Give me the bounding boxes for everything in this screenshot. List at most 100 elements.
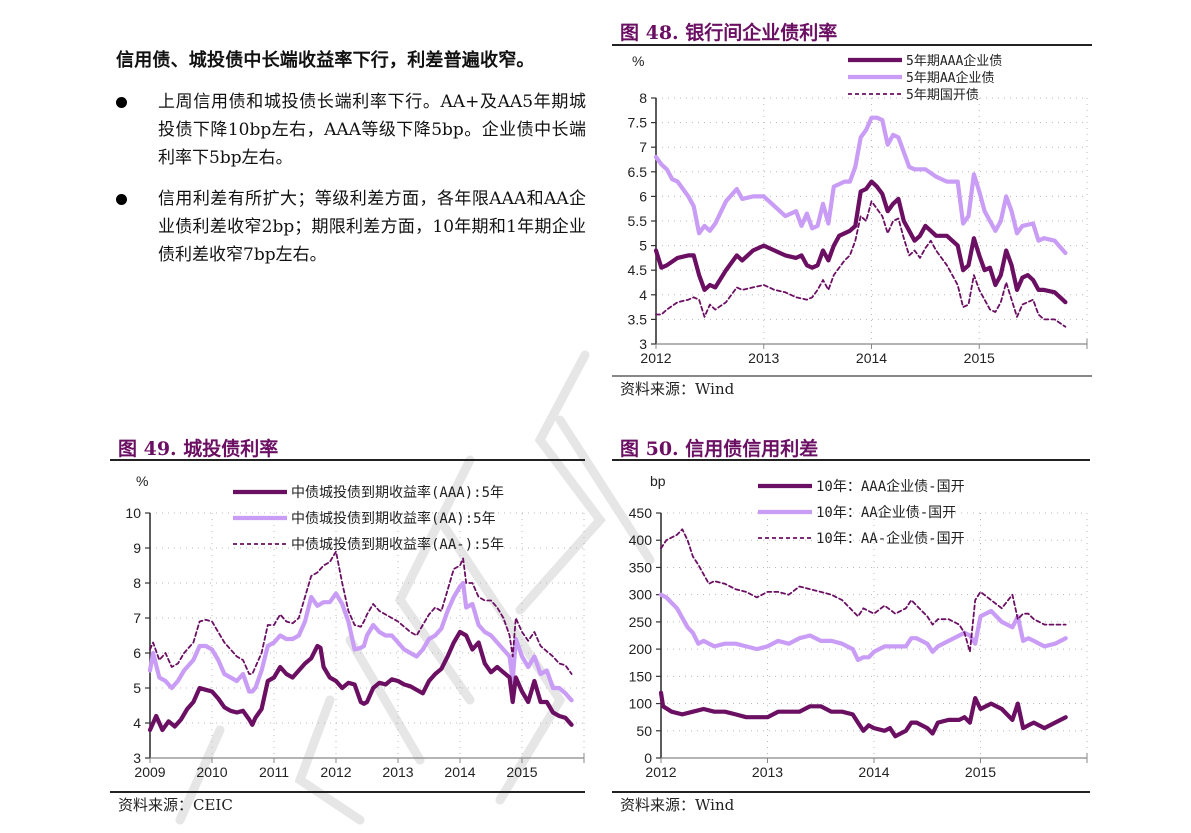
legend-label: 中债城投债到期收益率(AA-):5年 xyxy=(291,536,504,553)
x-tick-label: 2014 xyxy=(444,764,475,780)
series-line xyxy=(147,629,574,733)
x-tick-label: 2011 xyxy=(259,764,289,780)
series-line xyxy=(658,592,1068,663)
y-tick-label: 400 xyxy=(629,532,653,548)
legend-label: 5年期AA企业债 xyxy=(906,70,994,86)
y-tick-label: 7 xyxy=(639,139,647,155)
axes: 3 4 5 6 7 8 9 10 2009 2010 2011 2012 2013 2014 2015% xyxy=(125,473,585,780)
legend-label: 中债城投债到期收益率(AAA):5年 xyxy=(291,484,504,501)
figure-49-title: 图 49. 城投债利率 xyxy=(118,434,278,461)
gridlines xyxy=(150,512,585,758)
figure-title-text: 信用债信用利差 xyxy=(685,438,819,460)
y-tick-label: 4 xyxy=(133,715,141,731)
y-tick-label: 200 xyxy=(629,641,653,657)
y-tick-label: 5.5 xyxy=(628,213,648,229)
figure-title-rule xyxy=(612,44,1092,46)
figure-label: 图 48. xyxy=(620,22,679,44)
y-tick-label: 7.5 xyxy=(628,115,648,131)
x-tick-label: 2013 xyxy=(748,350,779,366)
y-tick-label: 350 xyxy=(629,559,653,575)
y-tick-label: 9 xyxy=(133,540,141,556)
figure-50-source: 资料来源：Wind xyxy=(620,796,735,814)
y-tick-label: 100 xyxy=(629,696,653,712)
series-line xyxy=(653,179,1068,305)
x-tick-label: 2012 xyxy=(640,350,671,366)
legend-label: 10年：AAA企业债-国开 xyxy=(816,478,965,495)
chart-fig50: 0 50 100 150 200 250 300 350 400 450 2012 2013 2014 2… xyxy=(629,473,1088,780)
figure-48-source: 资料来源：Wind xyxy=(620,380,735,398)
y-tick-label: 6 xyxy=(639,188,647,204)
bullet-text: 信用利差有所扩大；等级利差方面，各年限AAA和AA企业债利差收窄2bp；期限利差… xyxy=(158,189,586,265)
series-line xyxy=(658,690,1068,739)
y-tick-label: 6 xyxy=(133,645,141,661)
figure-label: 图 49. xyxy=(118,438,177,460)
x-tick-label: 2015 xyxy=(965,764,996,780)
y-tick-label: 450 xyxy=(629,505,653,521)
x-tick-label: 2014 xyxy=(856,350,887,366)
x-tick-label: 2014 xyxy=(858,764,889,780)
y-tick-label: 50 xyxy=(636,723,652,739)
source-rule xyxy=(110,791,585,793)
legend: 10年：AAA企业债-国开 10年：AA企业债-国开 10年：AA-企业债-国开 xyxy=(758,478,965,547)
x-tick-label: 2012 xyxy=(320,764,351,780)
y-axis-unit: % xyxy=(136,473,148,489)
y-tick-label: 8 xyxy=(639,90,647,106)
figure-title-rule xyxy=(612,459,1090,461)
legend-label: 中债城投债到期收益率(AA):5年 xyxy=(291,510,496,527)
x-tick-label: 2015 xyxy=(506,764,537,780)
y-tick-label: 4.5 xyxy=(628,262,648,278)
bullet-dot-icon xyxy=(116,194,127,205)
bullet-item: 上周信用债和城投债长端利率下行。AA+及AA5年期城投债下降10bp左右，AAA… xyxy=(116,88,586,172)
y-tick-label: 4 xyxy=(639,287,647,303)
legend: 中债城投债到期收益率(AAA):5年中债城投债到期收益率(AA):5年中债城投债… xyxy=(233,484,504,553)
y-tick-label: 3 xyxy=(133,750,141,766)
x-tick-label: 2013 xyxy=(752,764,783,780)
series-line xyxy=(147,580,574,703)
legend-label: 10年：AA企业债-国开 xyxy=(816,504,956,521)
bullet-dot-icon xyxy=(116,97,127,108)
axes: 3 3.5 4 4.5 5 5.5 6 6.5 7 7.5 8 2012 2013 2014 2015% xyxy=(628,53,1088,366)
source-rule xyxy=(612,375,1092,377)
y-tick-label: 3.5 xyxy=(628,311,648,327)
axes: 0 50 100 150 200 250 300 350 400 450 2012 2013 2014 2… xyxy=(629,473,1088,780)
y-axis-unit: % xyxy=(632,53,644,69)
y-tick-label: 250 xyxy=(629,614,653,630)
bullet-text: 上周信用债和城投债长端利率下行。AA+及AA5年期城投债下降10bp左右，AAA… xyxy=(158,92,586,168)
legend-label: 10年：AA-企业债-国开 xyxy=(816,530,965,547)
legend-label: 5年期国开债 xyxy=(906,88,979,103)
x-tick-label: 2012 xyxy=(645,764,676,780)
y-tick-label: 10 xyxy=(125,505,141,521)
y-tick-label: 6.5 xyxy=(628,164,648,180)
figure-title-text: 银行间企业债利率 xyxy=(685,22,838,44)
y-tick-label: 300 xyxy=(629,587,653,603)
gridlines xyxy=(656,97,1088,344)
chart-fig48: 3 3.5 4 4.5 5 5.5 6 6.5 7 7.5 8 2012 2013 2014 2015% 5年… xyxy=(628,53,1088,366)
bullet-item: 信用利差有所扩大；等级利差方面，各年限AAA和AA企业债利差收窄2bp；期限利差… xyxy=(116,185,586,269)
x-tick-label: 2013 xyxy=(382,764,413,780)
series-line xyxy=(149,550,573,675)
x-tick-label: 2010 xyxy=(196,764,227,780)
legend-label: 5年期AAA企业债 xyxy=(906,53,1002,69)
y-tick-label: 150 xyxy=(629,668,653,684)
y-tick-label: 7 xyxy=(133,610,141,626)
series-line xyxy=(653,115,1068,256)
x-tick-label: 2015 xyxy=(964,350,995,366)
chart-fig49: 3 4 5 6 7 8 9 10 2009 2010 2011 2012 2013 2014 2015% 中债… xyxy=(125,473,585,780)
figure-label: 图 50. xyxy=(620,438,679,460)
series-line xyxy=(655,200,1067,328)
y-tick-label: 3 xyxy=(639,336,647,352)
y-axis-unit: bp xyxy=(650,473,666,489)
figure-49-source: 资料来源：CEIC xyxy=(118,796,233,814)
figure-title-rule xyxy=(110,459,585,461)
series-line xyxy=(660,528,1067,653)
figure-48-title: 图 48. 银行间企业债利率 xyxy=(620,18,837,45)
source-rule xyxy=(612,791,1090,793)
y-tick-label: 0 xyxy=(644,750,652,766)
figure-50-title: 图 50. 信用债信用利差 xyxy=(620,434,818,461)
y-tick-label: 8 xyxy=(133,575,141,591)
figure-title-text: 城投债利率 xyxy=(183,438,279,460)
y-tick-label: 5 xyxy=(639,238,647,254)
headline: 信用债、城投债中长端收益率下行，利差普遍收窄。 xyxy=(116,50,535,71)
x-tick-label: 2009 xyxy=(134,764,165,780)
